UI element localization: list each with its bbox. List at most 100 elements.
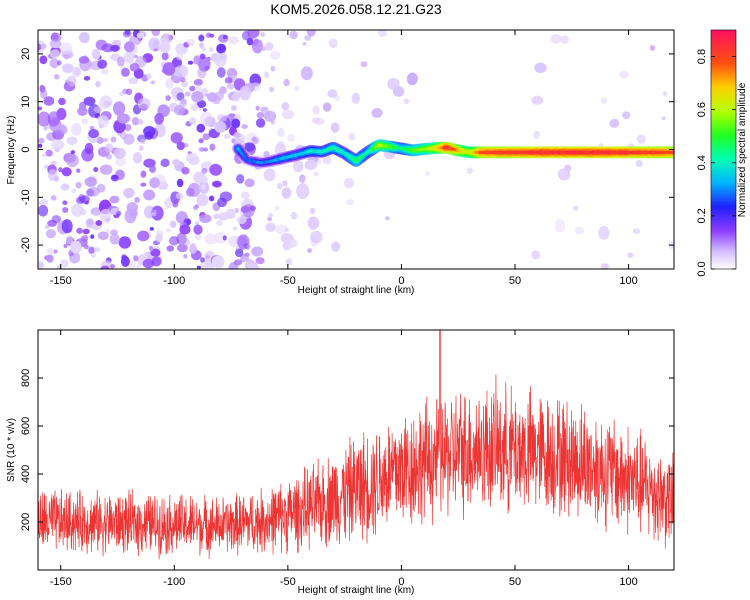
spectrogram-x-tick-label: 0 [398, 275, 404, 287]
noise-blob [240, 205, 251, 213]
noise-blob [255, 105, 260, 111]
snr-plot: -150 -100 -50 0 50 100 200 400 600 800 Height of… [6, 329, 675, 596]
noise-blob [50, 49, 60, 59]
noise-blob [196, 193, 209, 207]
noise-blob [110, 136, 117, 143]
noise-blob [236, 174, 245, 184]
noise-blob [151, 205, 164, 221]
noise-blob [170, 132, 183, 144]
noise-blob [534, 62, 547, 74]
noise-blob [93, 106, 103, 113]
noise-blob [263, 168, 276, 182]
noise-blob [214, 231, 228, 244]
noise-blob [46, 248, 55, 254]
noise-blob [181, 167, 190, 175]
noise-blob [312, 117, 320, 124]
noise-blob [209, 33, 215, 38]
noise-blob [56, 108, 67, 120]
noise-blob [260, 46, 267, 51]
noise-blob [216, 43, 227, 54]
noise-blob [66, 153, 79, 168]
noise-blob [172, 201, 179, 208]
spectrogram-y-axis: -20 -10 0 10 20 [20, 48, 674, 253]
noise-blob [322, 155, 332, 165]
noise-blob [61, 219, 73, 234]
noise-blob [189, 85, 196, 92]
snr-x-tick-label: -100 [163, 576, 185, 588]
noise-blob [65, 235, 74, 245]
snr-y-tick-label: 400 [20, 465, 32, 483]
snr-y-axis: 200 400 600 800 [20, 369, 674, 531]
noise-blob [137, 97, 151, 110]
noise-blob [97, 116, 102, 121]
noise-blob [228, 36, 239, 45]
colorbar-tick-label: 0.0 [696, 261, 708, 276]
noise-blob [104, 143, 114, 153]
noise-blob [255, 257, 265, 265]
noise-blob [120, 255, 130, 267]
noise-blob [281, 109, 295, 120]
noise-blob [149, 165, 156, 173]
noise-blob [193, 224, 203, 235]
noise-blob [211, 255, 225, 269]
noise-blob [194, 204, 200, 209]
noise-blob [176, 92, 185, 101]
noise-blob [91, 48, 101, 60]
noise-blob [225, 208, 236, 220]
noise-blob [39, 89, 48, 99]
noise-blob [209, 163, 223, 176]
noise-blob [360, 61, 368, 68]
noise-blob [265, 222, 276, 232]
noise-blob [194, 221, 200, 226]
snr-x-label: Height of straight line (km) [298, 585, 415, 596]
noise-blob [387, 77, 400, 90]
noise-blob [123, 187, 135, 199]
noise-blob [145, 252, 150, 258]
noise-blob [223, 133, 231, 139]
noise-blob [129, 208, 138, 219]
noise-blob [51, 215, 62, 224]
noise-blob [201, 176, 209, 184]
noise-blob [38, 111, 51, 127]
noise-blob [81, 148, 94, 162]
noise-blob [183, 253, 188, 259]
noise-blob [136, 32, 145, 39]
noise-blob [128, 77, 139, 85]
noise-blob [176, 244, 188, 253]
noise-blob [212, 180, 222, 188]
noise-blob [619, 71, 629, 79]
noise-blob [100, 265, 110, 269]
noise-blob [198, 42, 205, 49]
noise-blob [209, 143, 216, 151]
noise-blob [277, 182, 283, 190]
noise-blob [214, 121, 227, 133]
noise-blob [136, 119, 144, 125]
noise-blob [39, 84, 45, 90]
noise-blob [263, 71, 270, 79]
noise-blob [40, 198, 49, 205]
noise-blob [198, 147, 205, 152]
noise-blob [110, 174, 119, 182]
noise-blob [234, 207, 240, 213]
noise-blob [125, 88, 133, 96]
noise-blob [609, 118, 620, 128]
noise-blob [161, 52, 169, 61]
noise-blob [175, 211, 188, 224]
spectrogram-x-tick-label: 50 [509, 275, 521, 287]
noise-blob [281, 101, 290, 111]
noise-blob [242, 142, 256, 152]
noise-blob [184, 91, 191, 97]
noise-blob [627, 252, 634, 258]
spectrogram-x-axis: -150 -100 -50 0 50 100 [50, 30, 638, 287]
noise-blob [149, 226, 154, 231]
noise-blob [99, 164, 113, 175]
noise-blob [44, 224, 50, 230]
colorbar-tick-label: 0.6 [696, 102, 708, 117]
noise-blob [137, 230, 150, 242]
noise-blob [269, 86, 275, 93]
noise-blob [283, 78, 290, 87]
noise-blob [148, 245, 154, 252]
noise-blob [140, 170, 147, 178]
snr-y-tick-label: 800 [20, 369, 32, 387]
